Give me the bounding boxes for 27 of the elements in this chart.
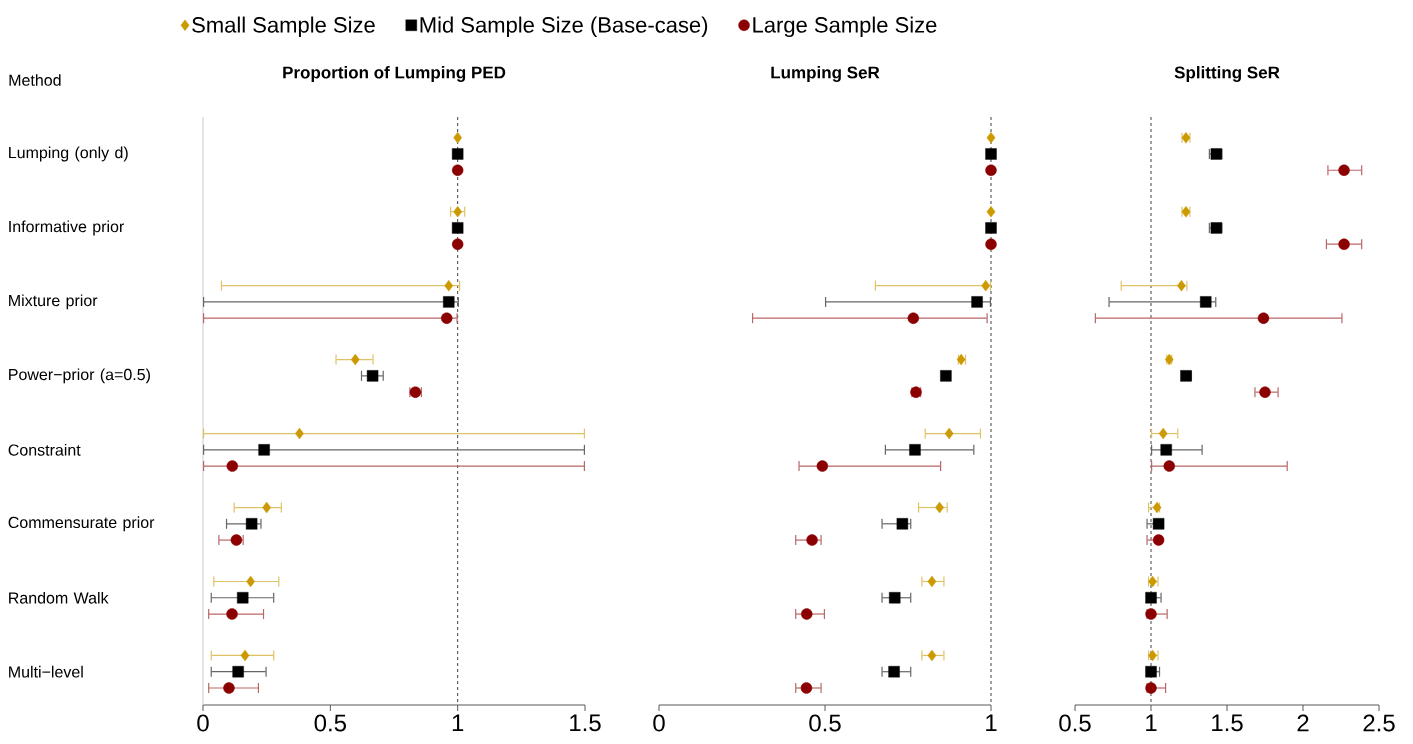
text: Method [9, 74, 61, 86]
y-tick-label: Random Walk [9, 591, 109, 604]
y-tick-label: Multi−level [9, 665, 83, 678]
chart-title: Proportion of Lumping PED [283, 66, 506, 82]
y-tick-label: Informative prior [9, 220, 124, 236]
x-tick-label: 2.5 [1363, 714, 1395, 732]
x-tick-label: 0.5 [1059, 714, 1091, 732]
y-tick-label: Commensurate prior [8, 516, 155, 532]
chart-title: Lumping SeR [771, 66, 880, 82]
y-tick-label: Power−prior (a=0.5) [9, 368, 150, 384]
x-tick-label: 1.5 [1212, 714, 1243, 732]
x-tick-label: 1 [452, 714, 464, 732]
x-tick-label: 1 [986, 714, 997, 732]
x-tick-label: 0 [197, 714, 209, 732]
x-tick-label: 0 [653, 714, 665, 732]
legend-label: Mid Sample Size (Base-case) [420, 16, 708, 38]
chart-title: Splitting SeR [1174, 66, 1280, 82]
y-tick-label: Constraint [8, 443, 81, 456]
x-tick-label: 1 [1146, 714, 1157, 732]
x-tick-label: 0.5 [314, 714, 347, 732]
legend-label: Large Sample Size [753, 16, 937, 38]
legend-label: Small Sample Size [192, 16, 375, 38]
y-tick-label: Mixture prior [9, 294, 98, 310]
x-tick-label: 2 [1297, 714, 1309, 732]
y-tick-label: Lumping (only d) [9, 146, 128, 162]
x-tick-label: 0.5 [809, 714, 841, 732]
x-tick-label: 1.5 [570, 714, 601, 732]
